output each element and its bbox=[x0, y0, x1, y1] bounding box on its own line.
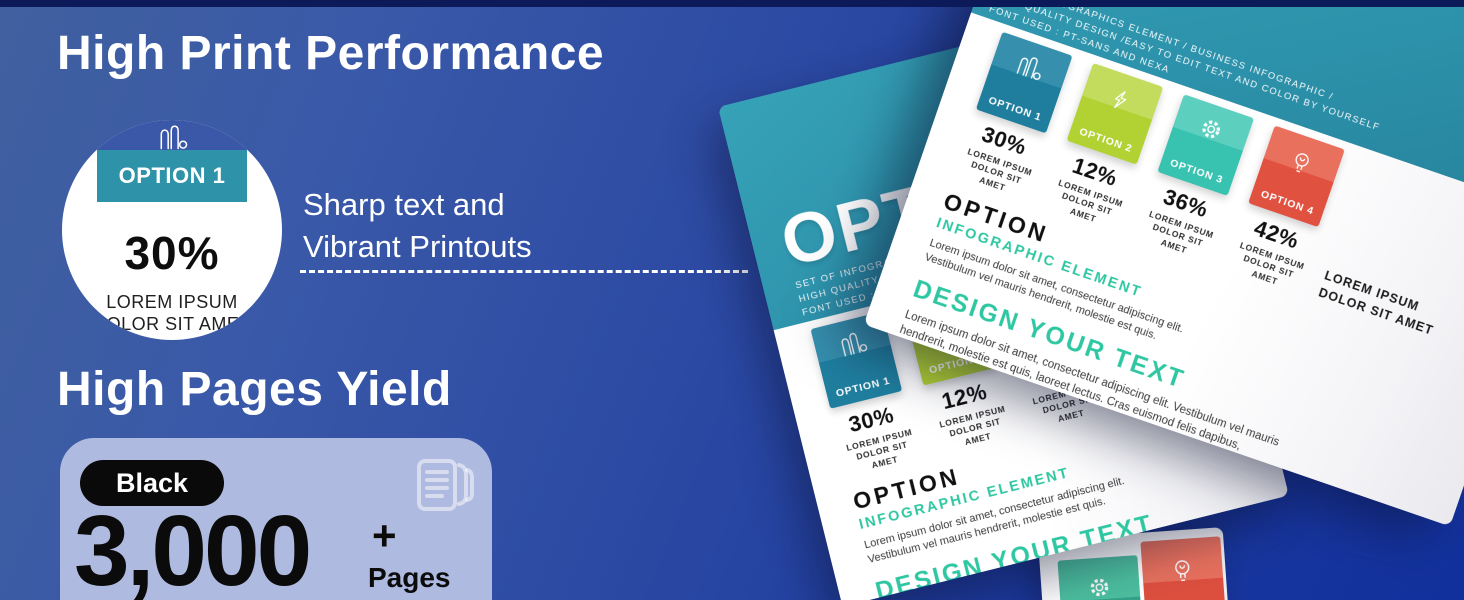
flyer-sheet-back-fragment: OPTION 3 OPTION 4 bbox=[1038, 527, 1231, 600]
yield-card: Black 3,000 + Pages bbox=[60, 438, 492, 600]
bulb-icon bbox=[1295, 153, 1309, 173]
option4-square: OPTION 4 bbox=[1140, 536, 1228, 600]
flyer-body: OPTION 1 30% LOREM IPSUM DOLOR SIT AMET … bbox=[864, 12, 1464, 526]
option3-square: OPTION 3 bbox=[1157, 94, 1255, 196]
black-ink-pill: Black bbox=[80, 460, 225, 506]
option1-square: OPTION 1 bbox=[810, 311, 903, 409]
option-badge-circle: OPTION 1 30% LOREM IPSUM DOLOR SIT AMET bbox=[62, 120, 282, 340]
top-navy-strip bbox=[0, 0, 1464, 7]
option-column-1: OPTION 1 30% LOREM IPSUM DOLOR SIT AMET bbox=[810, 311, 920, 478]
flyer-sheet-front: OPTIONS SET OF INFOGRAPHICS ELEMENT / BU… bbox=[863, 0, 1464, 527]
option2-square: OPTION 2 bbox=[1066, 63, 1164, 165]
option4-square: OPTION 4 bbox=[1248, 125, 1345, 228]
option1-label: OPTION 1 bbox=[986, 94, 1044, 124]
badge-icon-notch bbox=[97, 120, 247, 150]
gear-icon bbox=[1090, 578, 1109, 597]
badge-option-tag: OPTION 1 bbox=[97, 150, 247, 202]
option1-square: OPTION 1 bbox=[975, 31, 1073, 134]
dashed-divider bbox=[300, 270, 748, 273]
option2-label: OPTION 2 bbox=[1077, 125, 1134, 155]
option-column-2: OPTION 2 12% LOREM IPSUM DOLOR SIT AMET bbox=[1043, 63, 1164, 232]
gear-icon bbox=[1202, 120, 1220, 139]
tagline: Sharp text and Vibrant Printouts bbox=[303, 184, 532, 268]
badge-percent: 30% bbox=[124, 227, 220, 279]
badge-lorem-text: LOREM IPSUM DOLOR SIT AMET bbox=[62, 292, 282, 336]
bulb-icon bbox=[1175, 560, 1190, 582]
page-yield-value: 3,000 bbox=[74, 495, 312, 600]
option-column-1: OPTION 1 30% LOREM IPSUM DOLOR SIT AMET bbox=[953, 31, 1073, 201]
option3-square: OPTION 3 bbox=[1057, 555, 1145, 600]
pages-stack-icon bbox=[414, 456, 476, 521]
option1-label: OPTION 1 bbox=[834, 374, 892, 400]
option-column-3: OPTION 3 36% LOREM IPSUM DOLOR SIT AMET bbox=[1134, 94, 1255, 263]
bar-chart-icon bbox=[841, 332, 868, 357]
bar-chart-icon bbox=[1016, 57, 1041, 80]
bar-chart-icon bbox=[160, 125, 188, 150]
option-column-4: OPTION 4 42% LOREM IPSUM DOLOR SIT AMET bbox=[1225, 125, 1345, 295]
badge-lorem-line2: DOLOR SIT AMET bbox=[93, 313, 251, 334]
option3-label: OPTION 3 bbox=[1168, 156, 1225, 187]
page-yield-plus: + bbox=[372, 512, 397, 559]
pages-yield-heading: High Pages Yield bbox=[57, 363, 452, 416]
option4-label: OPTION 4 bbox=[1259, 188, 1316, 218]
print-performance-heading: High Print Performance bbox=[57, 27, 605, 80]
lightning-icon bbox=[1113, 91, 1127, 109]
tagline-line1: Sharp text and bbox=[303, 187, 505, 222]
page-yield-unit: Pages bbox=[368, 562, 451, 593]
tagline-line2: Vibrant Printouts bbox=[303, 228, 532, 264]
flyer-options-row: OPTION 1 30% LOREM IPSUM DOLOR SIT AMET … bbox=[953, 31, 1464, 367]
badge-lorem-line1: LOREM IPSUM bbox=[106, 292, 238, 312]
